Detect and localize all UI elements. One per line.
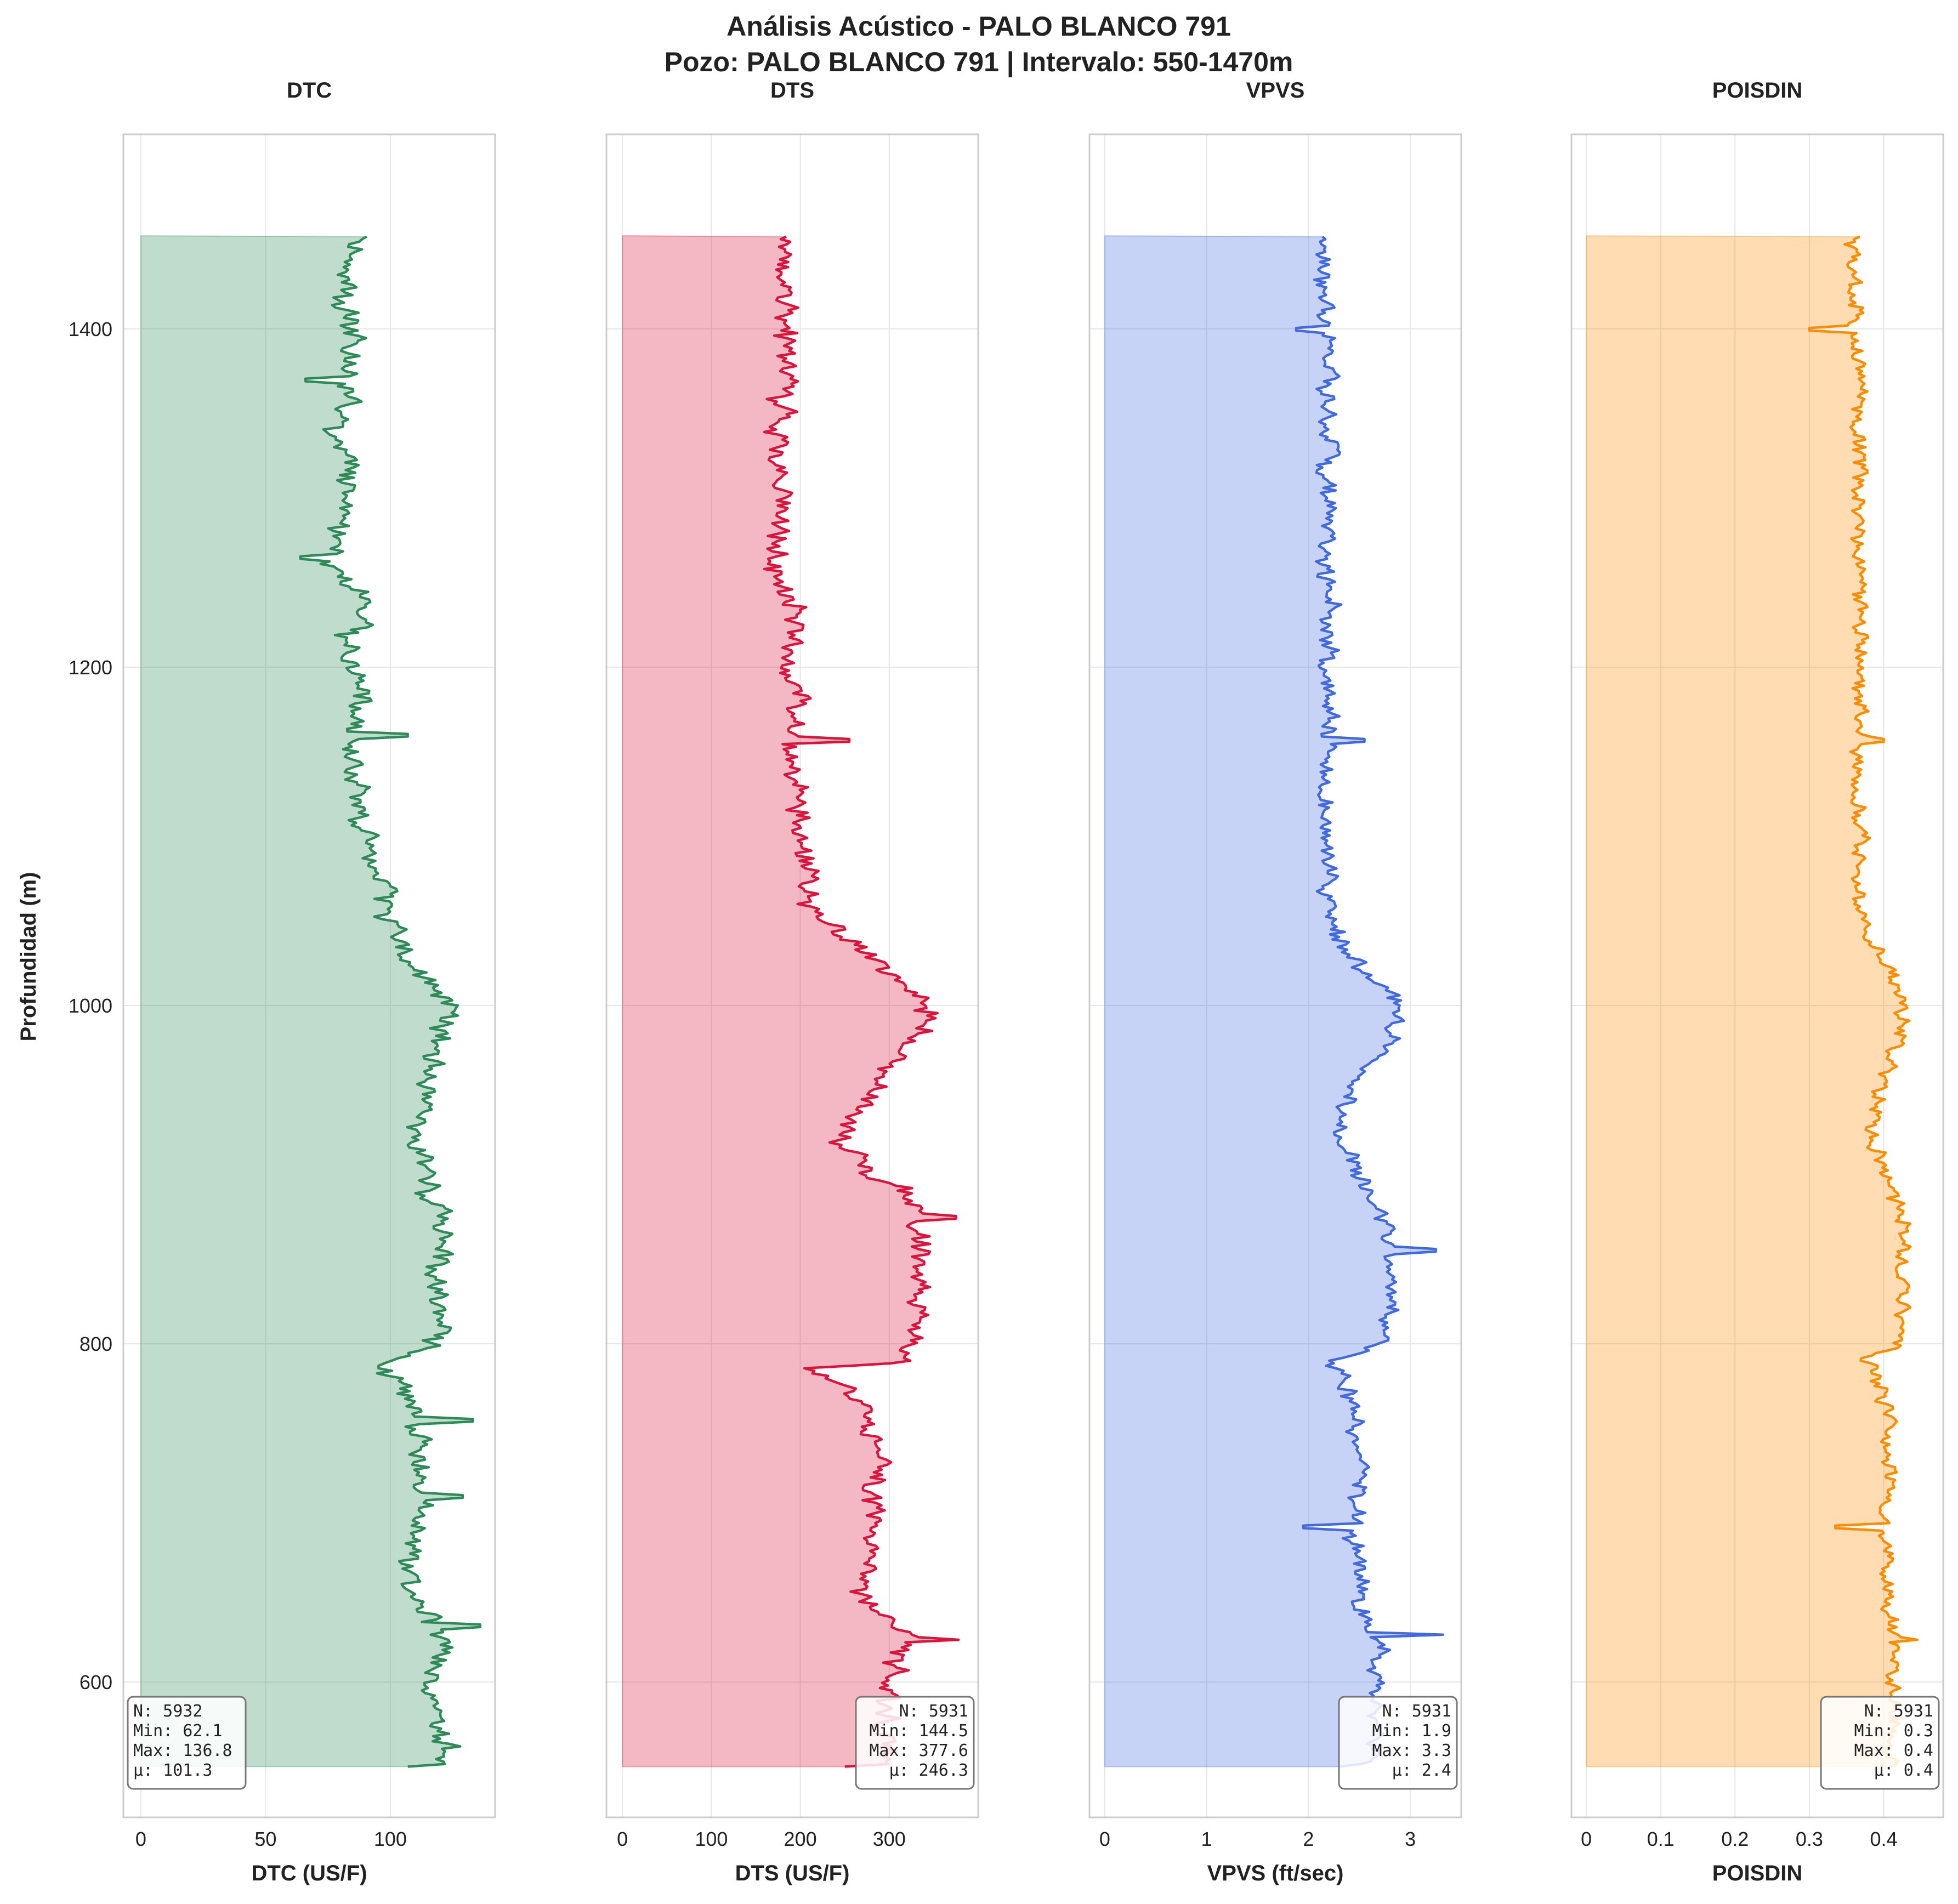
x-tick-label: 0.3 xyxy=(1796,1828,1823,1850)
x-tick-label: 0 xyxy=(135,1828,146,1850)
stats-box xyxy=(855,1696,975,1790)
y-tick-label: 600 xyxy=(80,1671,112,1693)
dtc-log-curve xyxy=(299,235,481,1768)
x-axis-label: POISDIN xyxy=(1712,1861,1802,1885)
stats-box xyxy=(1338,1696,1458,1790)
x-tick-label: 0 xyxy=(1581,1828,1592,1850)
x-tick-label: 1 xyxy=(1201,1828,1212,1850)
stats-line: N: 5932 xyxy=(133,1702,202,1721)
panel-frame xyxy=(1088,133,1462,1818)
x-tick-label: 2 xyxy=(1303,1828,1314,1850)
y-axis-label: Profundidad (m) xyxy=(16,872,41,1042)
x-axis-label: DTS (US/F) xyxy=(735,1861,850,1885)
panel-frame xyxy=(122,133,496,1818)
x-tick-label: 200 xyxy=(784,1828,817,1850)
panel-title: DTS xyxy=(770,78,814,103)
stats-line: Min: 0.3 xyxy=(1854,1721,1934,1741)
panel-frame xyxy=(605,133,979,1818)
panel-title: POISDIN xyxy=(1712,78,1802,103)
panel-dtc: DTC 0 50 100 DTC (US/F) 600 800 1000 1200 1400 N: … xyxy=(69,78,496,1885)
stats-line: μ: 2.4 xyxy=(1392,1761,1451,1780)
stats-line: Min: 62.1 xyxy=(133,1721,223,1741)
panel-title: DTC xyxy=(287,78,332,103)
figure-title-line2: Pozo: PALO BLANCO 791 | Intervalo: 550-1… xyxy=(665,47,1293,78)
stats-line: Min: 1.9 xyxy=(1372,1721,1452,1741)
y-tick-label: 1200 xyxy=(69,656,112,679)
stats-line: μ: 101.3 xyxy=(133,1761,213,1780)
x-tick-label: 0.2 xyxy=(1721,1828,1749,1850)
x-tick-label: 0.1 xyxy=(1647,1828,1675,1850)
stats-box xyxy=(127,1696,247,1790)
y-tick-label: 1000 xyxy=(69,994,112,1017)
poisdin-log-curve xyxy=(1808,235,1919,1767)
stats-line: μ: 0.4 xyxy=(1874,1761,1933,1780)
x-tick-label: 300 xyxy=(873,1828,906,1850)
x-tick-label: 100 xyxy=(374,1828,407,1850)
x-tick-label: 0 xyxy=(1099,1828,1110,1850)
x-axis-label: VPVS (ft/sec) xyxy=(1207,1861,1344,1885)
figure-title-line1: Análisis Acústico - PALO BLANCO 791 xyxy=(727,11,1231,42)
x-tick-label: 3 xyxy=(1405,1828,1416,1850)
stats-line: Max: 0.4 xyxy=(1854,1741,1934,1760)
stats-line: N: 5931 xyxy=(1864,1702,1933,1721)
x-tick-label: 0.4 xyxy=(1870,1828,1897,1850)
x-axis-label: DTC (US/F) xyxy=(251,1861,367,1885)
stats-line: Max: 377.6 xyxy=(869,1741,968,1760)
y-tick-label: 800 xyxy=(80,1333,112,1355)
x-tick-label: 0 xyxy=(617,1828,628,1850)
dts-log-curve xyxy=(763,235,960,1768)
x-tick-label: 50 xyxy=(254,1828,276,1850)
y-tick-label: 1400 xyxy=(69,318,112,340)
stats-line: N: 5931 xyxy=(899,1702,968,1721)
stats-line: N: 5931 xyxy=(1382,1702,1451,1721)
stats-line: Max: 136.8 xyxy=(133,1741,232,1760)
x-tick-label: 100 xyxy=(695,1828,728,1850)
stats-box xyxy=(1820,1696,1940,1790)
stats-line: Max: 3.3 xyxy=(1372,1741,1452,1760)
panel-frame xyxy=(1570,133,1944,1818)
stats-line: μ: 246.3 xyxy=(889,1761,969,1780)
stats-line: Min: 144.5 xyxy=(869,1721,968,1741)
vpvs-log-curve xyxy=(1295,236,1444,1768)
panel-title: VPVS xyxy=(1246,78,1305,103)
